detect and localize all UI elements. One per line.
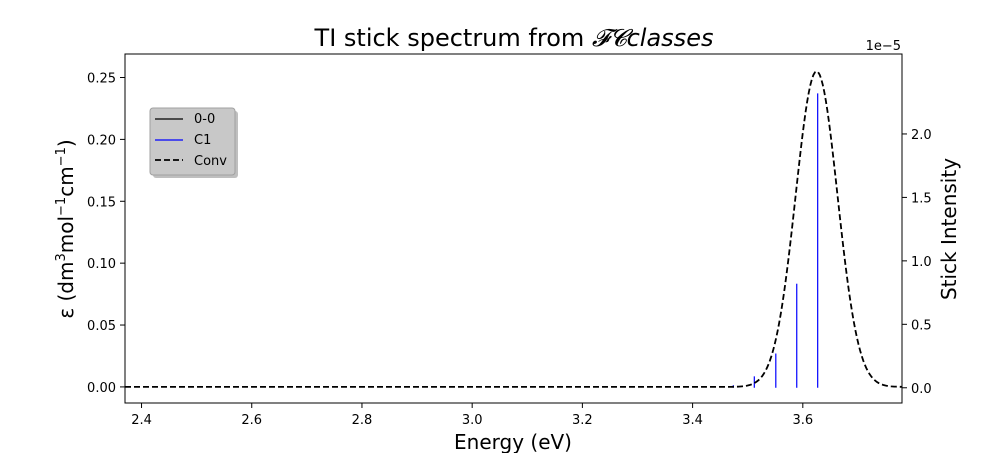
y-left-axis-ticks: 0.00 0.05 0.10 0.15 0.20 0.25 (87, 72, 125, 396)
x-axis-title: Energy (eV) (454, 430, 572, 453)
y-left-title-sup2: −1 (54, 197, 69, 216)
legend-box (149, 107, 236, 176)
plot-frame (124, 53, 903, 404)
y-left-axis-title: ε (dm3mol−1cm−1) (54, 139, 78, 318)
y-left-title-mid2: cm (54, 166, 78, 196)
y-left-title-prefix: ε (dm (54, 262, 78, 319)
y-left-title-suffix: ) (54, 139, 78, 147)
y-left-tick-label: 0.05 (87, 319, 116, 334)
y-left-tick-label: 0.25 (87, 72, 116, 87)
conv-series (125, 70, 903, 388)
chart-title-main: TI stick spectrum from (314, 24, 592, 52)
c1-stick-series (732, 93, 819, 388)
y-left-title-sup1: 3 (54, 253, 69, 261)
y-right-tick-label: 1.5 (911, 191, 932, 206)
x-tick-label: 2.8 (352, 413, 373, 428)
y-right-axis-title: Stick Intensity (937, 158, 961, 300)
y-left-tick-label: 0.20 (87, 133, 116, 148)
x-tick-label: 2.4 (131, 413, 152, 428)
x-tick-label: 3.0 (462, 413, 483, 428)
x-tick-label: 3.6 (792, 413, 813, 428)
y-left-title-mid: mol (54, 216, 78, 253)
legend-label-conv: Conv (194, 154, 227, 169)
y-right-tick-label: 2.0 (911, 128, 932, 143)
chart-title-italic: classes (627, 24, 714, 52)
y-right-tick-label: 0.0 (911, 382, 932, 397)
x-axis-ticks: 2.4 2.6 2.8 3.0 3.2 3.4 3.6 (131, 403, 813, 428)
legend-label-0-0: 0-0 (194, 112, 215, 127)
right-axis-multiplier: 1e−5 (866, 39, 901, 54)
x-tick-label: 2.6 (241, 413, 262, 428)
y-right-tick-label: 0.5 (911, 318, 932, 333)
y-left-tick-label: 0.10 (87, 257, 116, 272)
chart-title: TI stick spectrum from 𝓕𝓒classes (314, 24, 714, 52)
x-tick-label: 3.2 (572, 413, 593, 428)
x-tick-label: 3.4 (682, 413, 703, 428)
y-left-tick-label: 0.15 (87, 195, 116, 210)
y-left-tick-label: 0.00 (87, 381, 116, 396)
conv-curve (125, 70, 903, 388)
y-right-tick-label: 1.0 (911, 255, 932, 270)
y-right-axis-ticks: 0.0 0.5 1.0 1.5 2.0 (902, 128, 932, 397)
legend: 0-0 C1 Conv (149, 107, 238, 178)
legend-label-c1: C1 (194, 133, 211, 148)
y-left-title-sup3: −1 (54, 147, 69, 166)
